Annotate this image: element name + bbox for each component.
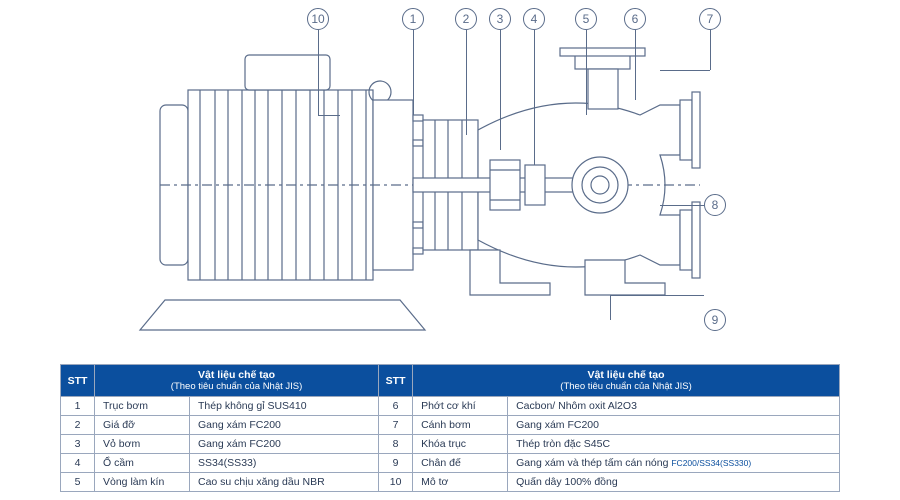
pump-svg [0,0,900,350]
callout-1: 1 [402,8,424,30]
th-material-left: Vật liệu chế tạo (Theo tiêu chuẩn của Nh… [95,365,379,397]
pump-diagram: 10 1 234 5 6 7 8 9 [0,0,900,350]
table-row: 3Vỏ bơmGang xám FC2008Khóa trụcThép tròn… [61,435,840,454]
th-title-left: Vật liệu chế tạo [198,369,275,381]
leader-line [610,295,611,320]
leader-line [318,30,319,115]
table-cell: 8 [379,435,413,454]
table-cell: Cao su chịu xăng dầu NBR [190,473,379,492]
table-cell: Vòng làm kín [95,473,190,492]
table-cell: Thép tròn đặc S45C [508,435,840,454]
th-sub-right: (Theo tiêu chuẩn của Nhật JIS) [419,381,833,392]
th-sub-left: (Theo tiêu chuẩn của Nhật JIS) [101,381,372,392]
callout-4: 4 [523,8,545,30]
table-cell: 2 [61,416,95,435]
leader-line [660,70,710,71]
table-cell: 5 [61,473,95,492]
table-cell: Gang xám FC200 [190,435,379,454]
table-cell: Vỏ bơm [95,435,190,454]
leader-line [586,30,587,115]
table-row: 2Giá đỡGang xám FC2007Cánh bơmGang xám F… [61,416,840,435]
leader-line [534,30,535,165]
table-row: 4Ổ cầmSS34(SS33)9Chân đếGang xám và thép… [61,454,840,473]
table-row: 1Trục bơmThép không gỉ SUS4106Phớt cơ kh… [61,397,840,416]
table-cell: SS34(SS33) [190,454,379,473]
leader-line [635,30,636,100]
table-cell: 10 [379,473,413,492]
leader-line [660,205,704,206]
table-cell: 7 [379,416,413,435]
table-cell: 6 [379,397,413,416]
th-stt-right: STT [379,365,413,397]
table-cell: Trục bơm [95,397,190,416]
callout-7: 7 [699,8,721,30]
leader-line [413,30,414,115]
table-cell: Giá đỡ [95,416,190,435]
callout-3: 3 [489,8,511,30]
table-cell: Gang xám FC200 [190,416,379,435]
callout-9: 9 [704,309,726,331]
leader-line [466,30,467,135]
callout-6: 6 [624,8,646,30]
table-cell: Quấn dây 100% đồng [508,473,840,492]
callout-2: 2 [455,8,477,30]
table-cell: 3 [61,435,95,454]
table-cell: Gang xám và thép tấm cán nóng FC200/SS34… [508,454,840,473]
th-stt-left: STT [61,365,95,397]
leader-line [500,30,501,150]
table-cell: Phớt cơ khí [413,397,508,416]
callout-10: 10 [307,8,329,30]
table-cell: 9 [379,454,413,473]
table-cell: Ổ cầm [95,454,190,473]
leader-line [610,295,704,296]
table-cell: Thép không gỉ SUS410 [190,397,379,416]
table-cell: Cacbon/ Nhôm oxit Al2O3 [508,397,840,416]
leader-line [318,115,340,116]
table-cell: Khóa trục [413,435,508,454]
table-cell: 4 [61,454,95,473]
table-row: 5Vòng làm kínCao su chịu xăng dầu NBR10M… [61,473,840,492]
callout-5: 5 [575,8,597,30]
table-cell: Chân đế [413,454,508,473]
th-material-right: Vật liệu chế tạo (Theo tiêu chuẩn của Nh… [413,365,840,397]
table-cell: Cánh bơm [413,416,508,435]
materials-table: STT Vật liệu chế tạo (Theo tiêu chuẩn củ… [60,364,840,492]
table-cell: Mô tơ [413,473,508,492]
leader-line [710,30,711,70]
table-cell: Gang xám FC200 [508,416,840,435]
table-cell: 1 [61,397,95,416]
th-title-right: Vật liệu chế tạo [588,369,665,381]
callout-8: 8 [704,194,726,216]
